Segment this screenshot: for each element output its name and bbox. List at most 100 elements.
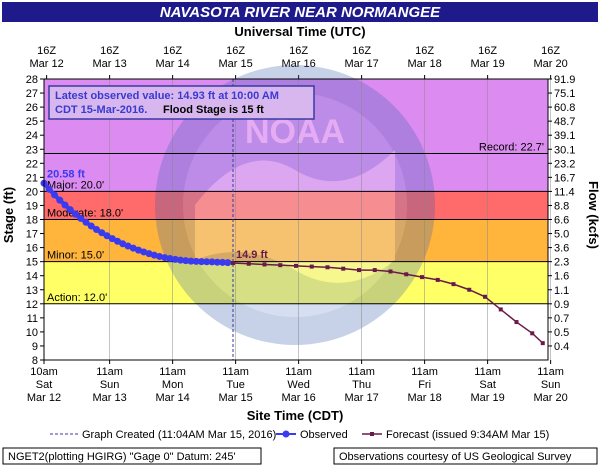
observed-point: [182, 257, 190, 265]
site-time-tick-hour: 11am: [222, 366, 249, 378]
utc-tick-hour: 16Z: [352, 45, 371, 57]
stage-tick-label: 21: [26, 172, 38, 184]
site-time-tick-day: Fri: [418, 379, 431, 391]
site-time-tick-hour: 11am: [96, 366, 123, 378]
observed-point: [82, 218, 90, 226]
footer-right-box: [333, 447, 598, 465]
forecast-point: [467, 287, 472, 292]
legend-observed: Observed: [300, 429, 348, 441]
utc-tick-date: Mar 12: [30, 58, 64, 70]
site-time-tick-date: Mar 16: [282, 392, 316, 404]
chart-title: NAVASOTA RIVER NEAR NORMANGEE: [160, 4, 441, 21]
utc-tick-hour: 16Z: [163, 45, 182, 57]
category-label-major: Major: 20.0': [47, 179, 104, 191]
stage-tick-label: 24: [26, 130, 38, 142]
legend-observed-marker: [282, 430, 290, 438]
flow-tick-label: 0.5: [554, 327, 569, 339]
forecast-point: [294, 263, 298, 268]
flow-tick-label: 11.4: [554, 186, 575, 198]
forecast-start-label: 14.9 ft: [236, 249, 268, 261]
site-time-tick-hour: 11am: [285, 366, 312, 378]
flow-axis-title: Flow (kcfs): [586, 181, 600, 249]
forecast-point: [388, 269, 393, 274]
utc-tick-hour: 16Z: [37, 45, 56, 57]
site-time-tick-day: Mon: [162, 379, 183, 391]
observed-start-label: 20.58 ft: [47, 168, 85, 180]
forecast-point: [451, 282, 456, 287]
observed-point: [103, 232, 111, 240]
legend-forecast: Forecast (issued 9:34AM Mar 15): [386, 429, 549, 441]
observed-point: [171, 255, 179, 263]
forecast-point: [420, 275, 424, 280]
band-action: [44, 261, 548, 304]
band-moderate: [44, 191, 548, 220]
flow-tick-label: 39.1: [554, 130, 575, 142]
forecast-point: [231, 261, 235, 266]
observed-point: [51, 191, 58, 199]
stage-tick-label: 10: [26, 327, 38, 339]
category-label-moderate: Moderate: 18.0': [47, 208, 123, 220]
utc-tick-hour: 16Z: [478, 45, 497, 57]
forecast-point: [514, 320, 519, 325]
flow-tick-label: 48.7: [554, 116, 575, 128]
observed-point: [45, 185, 53, 193]
observed-point: [198, 258, 205, 266]
site-time-tick-hour: 11am: [411, 366, 438, 378]
band-minor: [44, 219, 548, 262]
stage-tick-label: 11: [27, 313, 38, 325]
utc-tick-hour: 16Z: [289, 45, 308, 57]
noaa-watermark: NOAA: [155, 65, 435, 345]
footer: NGET2(plotting HGIRG) "Gage 0" Datum: 24…: [2, 447, 598, 465]
stage-tick-label: 8: [32, 355, 38, 367]
stage-axis-ticks: 8 9 10 11 12 13 14 15 16 17 18 19 20 21 22 23 24 25 26 27 28: [26, 74, 44, 367]
flow-tick-label: 0.9: [554, 299, 569, 311]
site-time-tick-day: Sun: [541, 379, 561, 391]
site-time-tick-hour: 11am: [348, 366, 375, 378]
observed-point: [213, 258, 221, 266]
site-time-tick-day: Tue: [226, 379, 245, 391]
flow-tick-label: 2.3: [554, 257, 569, 269]
observed-point: [166, 255, 174, 263]
footer-left-box: [2, 447, 262, 465]
utc-tick-hour: 16Z: [226, 45, 245, 57]
site-time-tick-day: Sun: [100, 379, 120, 391]
category-label-action: Action: 12.0': [47, 292, 107, 304]
flow-tick-label: 0.7: [554, 313, 569, 325]
stage-tick-label: 13: [26, 285, 38, 297]
annotation-line2a: CDT 15-Mar-2016.: [55, 104, 147, 116]
forecast-point: [498, 307, 503, 312]
flow-tick-label: 91.9: [554, 74, 575, 86]
flow-tick-label: 3.6: [554, 243, 569, 255]
observed-point: [150, 251, 158, 259]
top-axis-title: Universal Time (UTC): [234, 24, 365, 39]
flow-tick-label: 23.2: [554, 158, 575, 170]
flow-tick-label: 75.1: [554, 88, 575, 100]
flood-category-labels: Major: 20.0' Moderate: 18.0' Minor: 15.0' A…: [47, 141, 544, 303]
observed-point: [87, 222, 95, 230]
forecast-point: [530, 331, 535, 336]
site-time-tick-hour: 11am: [537, 366, 564, 378]
observed-point: [135, 246, 142, 254]
site-time-tick-day: Wed: [287, 379, 309, 391]
legend-graph-created: Graph Created (11:04AM Mar 15, 2016): [82, 429, 276, 441]
site-time-tick-hour: 11am: [159, 366, 186, 378]
observed-point: [203, 258, 211, 266]
site-time-tick-date: Mar 13: [93, 392, 127, 404]
title-bar: [2, 2, 598, 22]
site-time-tick-date: Mar 17: [345, 392, 379, 404]
observed-point: [156, 252, 163, 260]
forecast-point: [404, 272, 409, 277]
forecast-point: [309, 264, 314, 269]
observed-series: [40, 179, 232, 267]
site-time-axis-title: Site Time (CDT): [247, 408, 344, 423]
utc-tick-date: Mar 17: [345, 58, 379, 70]
forecast-point: [325, 265, 330, 270]
forecast-point: [246, 261, 251, 266]
utc-tick-date: Mar 14: [156, 58, 190, 70]
stage-tick-label: 9: [32, 341, 38, 353]
observed-point: [224, 259, 232, 267]
stage-tick-label: 19: [26, 200, 38, 212]
site-time-tick-date: Mar 12: [27, 392, 61, 404]
utc-tick-date: Mar 13: [93, 58, 127, 70]
